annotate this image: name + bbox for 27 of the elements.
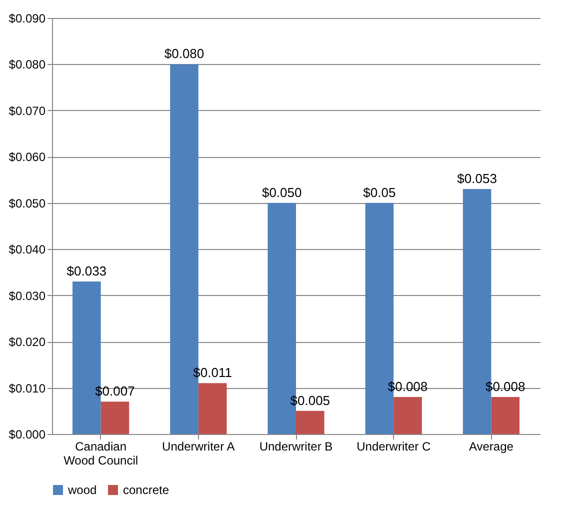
y-tick-label: $0.020 [8,335,46,350]
data-label: $0.033 [66,263,107,278]
x-tick-label: Underwriter B [259,440,333,454]
bar [491,397,520,434]
y-tick-label: $0.070 [8,104,46,118]
y-tick-label: $0.050 [8,196,46,210]
bar [198,383,227,434]
x-tick-label: Underwriter C [356,440,431,454]
y-tick-label: $0.080 [8,58,46,72]
y-tick-label: $0.090 [8,12,46,26]
data-label: $0.053 [457,171,497,186]
y-tick-label: $0.000 [8,428,46,442]
x-tick-label: Underwriter A [162,440,235,454]
x-tick-label: Canadian Wood Council [64,440,138,468]
legend-label: concrete [123,483,170,497]
x-tick-label: Average [468,440,514,454]
data-label: $0.080 [164,46,204,62]
y-tick-label: $0.040 [8,242,46,257]
y-tick-label: $0.010 [8,381,46,396]
legend-label: wood [67,483,97,497]
bar [394,397,422,434]
bar [296,410,324,434]
data-label: $0.05 [363,184,396,200]
y-tick-label: $0.030 [8,288,46,303]
y-tick-label: $0.060 [8,150,46,164]
data-label: $0.050 [262,184,302,200]
bar [100,402,130,434]
